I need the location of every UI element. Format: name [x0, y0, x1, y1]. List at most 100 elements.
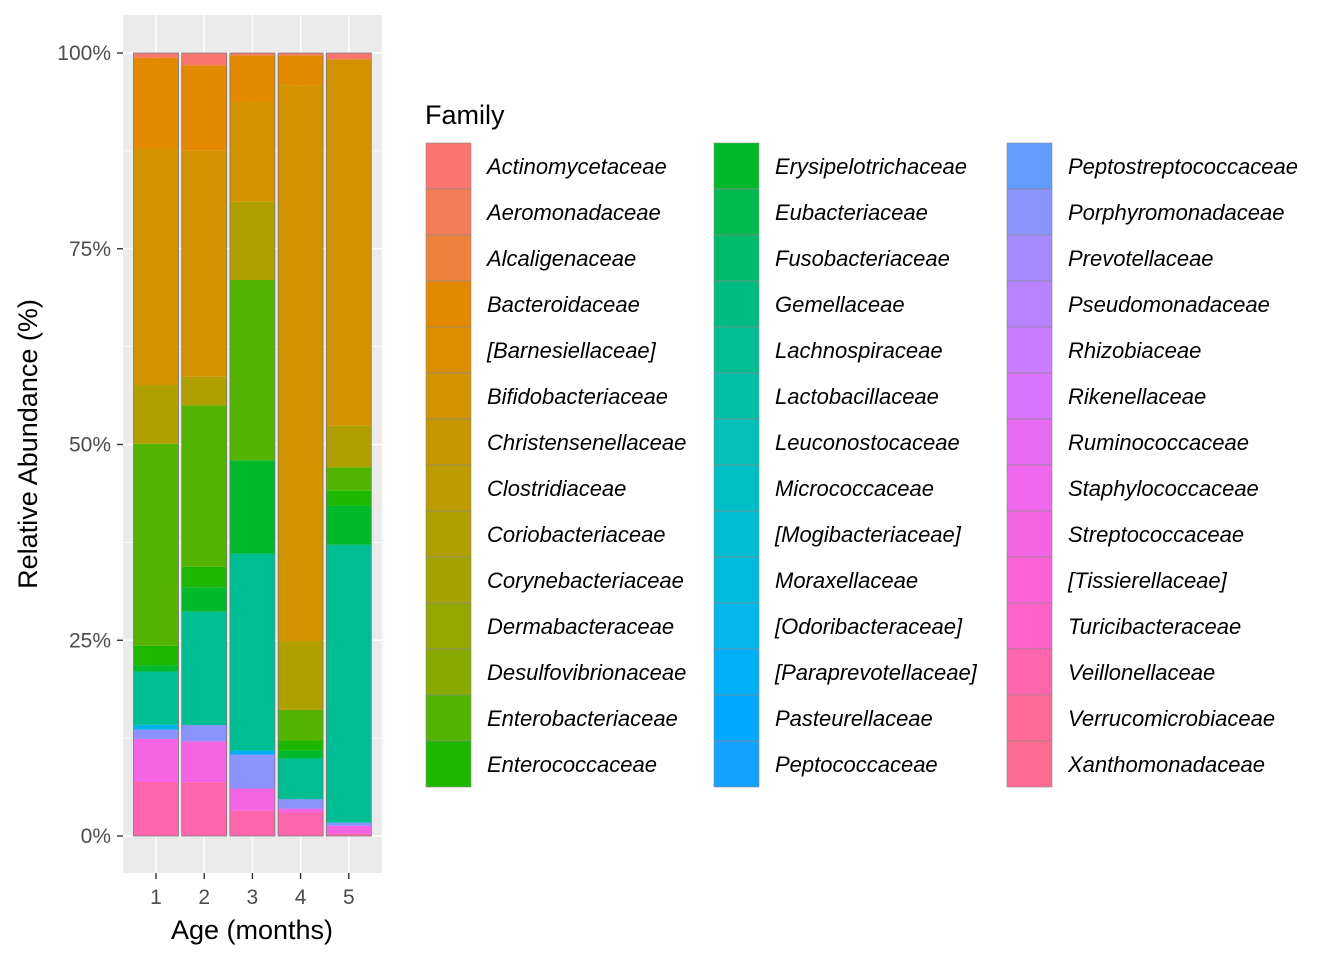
bar-segment [229, 460, 275, 554]
x-tick-label: 4 [295, 886, 307, 909]
bar-segment [181, 566, 227, 588]
bar-segment [229, 750, 275, 755]
bar-segment [181, 725, 227, 742]
legend-label: Prevotellaceae [1068, 246, 1214, 271]
legend-label: Veillonellaceae [1068, 660, 1215, 685]
legend-key [1006, 556, 1053, 604]
legend-key [425, 740, 472, 788]
legend-label: Pseudomonadaceae [1068, 292, 1270, 317]
legend-label: Gemellaceae [775, 292, 905, 317]
bar-segment [278, 799, 324, 809]
bar-segment [181, 587, 227, 612]
legend-key [713, 188, 760, 236]
legend-key [1006, 510, 1053, 558]
legend-label: Staphylococcaceae [1068, 476, 1259, 501]
bar-segment [229, 810, 275, 836]
bar-segment [181, 376, 227, 406]
bar-segment [278, 641, 324, 710]
legend-key [1006, 464, 1053, 512]
legend-label: Clostridiaceae [487, 476, 626, 501]
y-axis-title: Relative Abundance (%) [13, 299, 43, 589]
y-tick-label: 50% [69, 434, 111, 457]
legend-key [713, 648, 760, 696]
legend-title: Family [425, 100, 505, 130]
legend-key [1006, 142, 1053, 190]
legend-key [1006, 326, 1053, 374]
bar-outline [229, 52, 276, 837]
legend-key [1006, 740, 1053, 788]
legend-label: Enterococcaceae [487, 752, 657, 777]
legend-label: [Tissierellaceae] [1067, 568, 1228, 593]
bar-segment [133, 645, 179, 666]
legend-key [713, 740, 760, 788]
legend-key [425, 280, 472, 328]
bar-segment [181, 65, 227, 151]
bar-segment [326, 425, 372, 468]
legend-key [713, 464, 760, 512]
legend-key [425, 510, 472, 558]
legend-label: Eubacteriaceae [775, 200, 928, 225]
legend-label: Rhizobiaceae [1068, 338, 1201, 363]
bar-segment [181, 405, 227, 567]
legend-key [425, 326, 472, 374]
legend-key [425, 372, 472, 420]
bar-segment [229, 102, 275, 202]
legend-key [425, 464, 472, 512]
legend-key [713, 372, 760, 420]
legend-key [713, 234, 760, 282]
legend-label: Moraxellaceae [775, 568, 918, 593]
bar-segment [326, 505, 372, 545]
legend-key [1006, 188, 1053, 236]
y-tick-label: 25% [69, 629, 111, 652]
bars [133, 52, 372, 837]
legend-key [425, 142, 472, 190]
bar-outline [277, 52, 324, 837]
y-tick-label: 0% [81, 825, 111, 848]
legend-label: Dermabacteraceae [487, 614, 674, 639]
legend-key [713, 556, 760, 604]
legend-label: Pasteurellaceae [775, 706, 933, 731]
legend-label: Enterobacteriaceae [487, 706, 678, 731]
y-axis: 0% 25% 50% 75% 100% [57, 42, 123, 848]
legend-label: Aeromonadaceae [485, 200, 661, 225]
legend-key [1006, 234, 1053, 282]
bar-segment [181, 782, 227, 836]
legend-label: [Mogibacteriaceae] [774, 522, 962, 547]
bar-segment [278, 53, 324, 56]
legend-key [1006, 602, 1053, 650]
bar-segment [278, 85, 324, 642]
legend-label: Erysipelotrichaceae [775, 154, 967, 179]
legend-label: Coriobacteriaceae [487, 522, 666, 547]
bar-segment [181, 150, 227, 377]
x-tick-label: 2 [198, 886, 210, 909]
legend-label: [Odoribacteraceae] [774, 614, 963, 639]
bar-segment [229, 754, 275, 789]
bar-segment [326, 59, 372, 426]
bar-segment [326, 467, 372, 491]
legend-key [425, 234, 472, 282]
legend-label: Ruminococcaceae [1068, 430, 1249, 455]
bar-segment [278, 812, 324, 836]
legend-key [1006, 648, 1053, 696]
x-axis: 1 2 3 4 5 [150, 873, 355, 909]
legend-label: Actinomycetaceae [485, 154, 667, 179]
bar-segment [133, 148, 179, 385]
x-tick-label: 3 [247, 886, 259, 909]
y-tick-label: 75% [69, 238, 111, 261]
legend-label: Rikenellaceae [1068, 384, 1206, 409]
legend-key [425, 648, 472, 696]
bar-segment [229, 55, 275, 103]
legend: Actinomycetaceae Aeromonadaceae Alcaligena… [425, 142, 1298, 788]
legend-label: Turicibacteraceae [1068, 614, 1241, 639]
legend-label: Peptostreptococcaceae [1068, 154, 1298, 179]
bar-segment [133, 781, 179, 836]
legend-key [1006, 372, 1053, 420]
legend-label: Leuconostocaceae [775, 430, 960, 455]
legend-key [425, 602, 472, 650]
bar-segment [229, 201, 275, 280]
bar-segment [326, 490, 372, 506]
bar-segment [229, 788, 275, 811]
legend-label: Xanthomonadaceae [1067, 752, 1265, 777]
bar-segment [133, 53, 179, 58]
